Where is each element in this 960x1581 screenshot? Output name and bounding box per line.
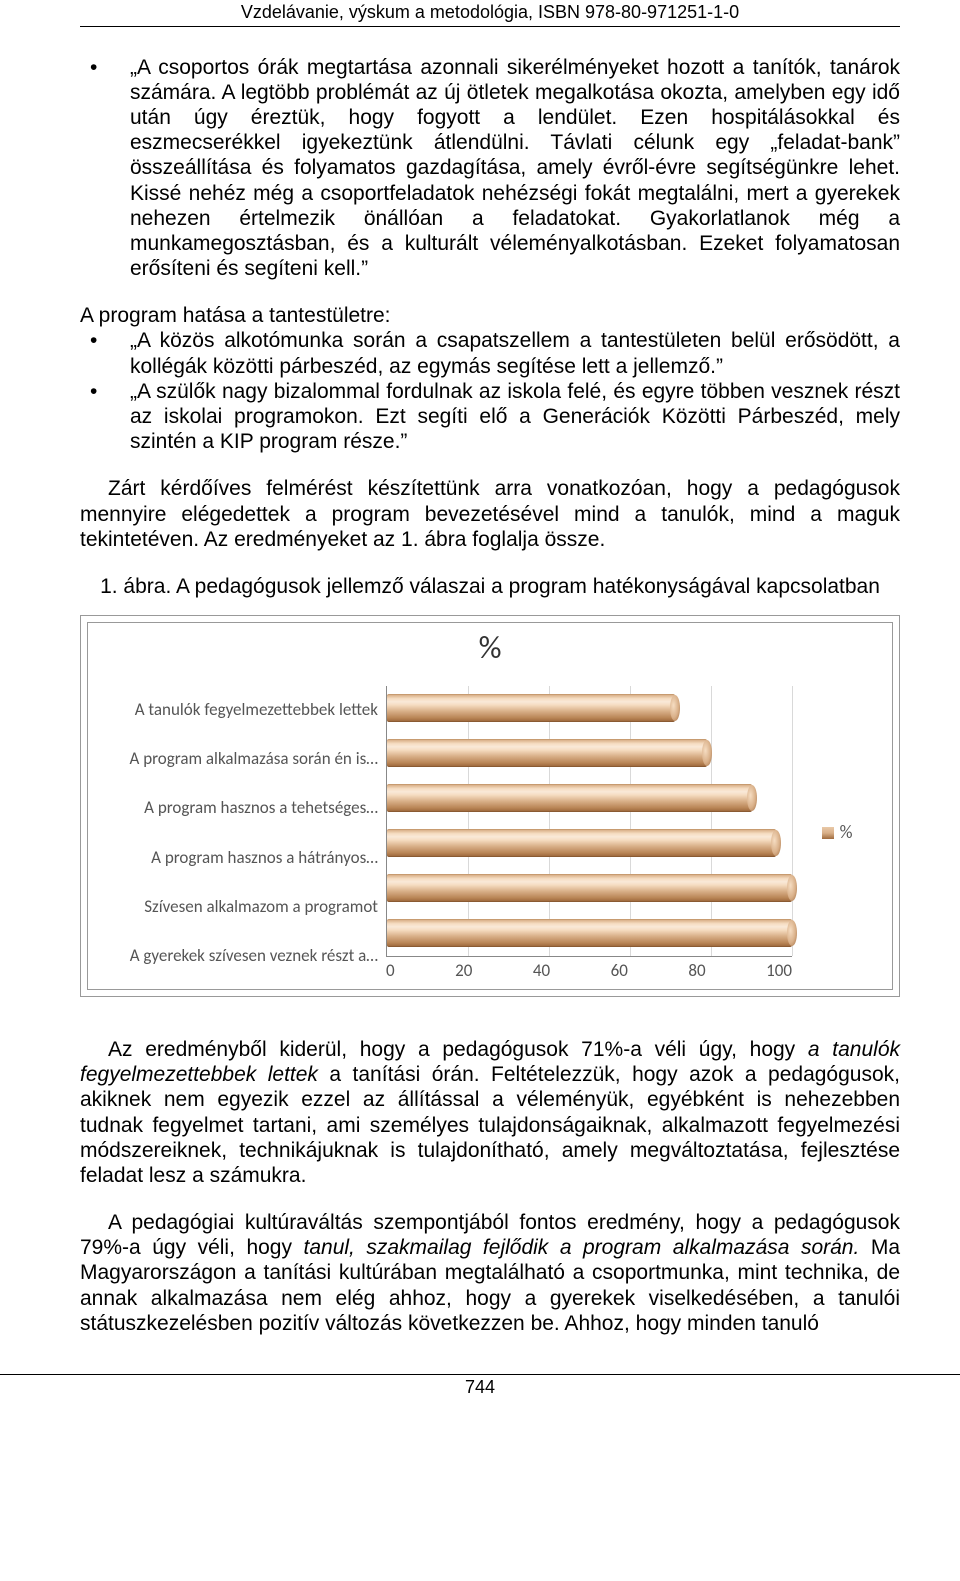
x-axis-ticks: 0 20 40 60 80 100 [386,961,792,981]
bar-cap [787,920,797,946]
bars-region: 0 20 40 60 80 100 [386,686,792,981]
gridline [468,686,469,956]
legend-swatch [822,827,834,839]
list-item: • „A közös alkotómunka során a csapatsze… [80,328,900,378]
bullet-marker: • [80,379,130,455]
bullet-text: „A csoportos órák megtartása azonnali si… [130,55,900,282]
chart-inner: % A tanulók fegyelmezettebbek lettek A pr… [87,622,893,990]
bar [387,874,792,902]
list-item: • „A csoportos órák megtartása azonnali … [80,55,900,282]
bar [387,739,707,767]
bar-cap [670,695,680,721]
figure-caption: 1. ábra. A pedagógusok jellemző válaszai… [80,574,900,599]
page-footer: 744 [0,1374,960,1399]
section-intro: A program hatása a tantestületre: [80,303,900,328]
x-tick-label: 20 [455,961,472,981]
bullet-marker: • [80,328,130,378]
chart-container: % A tanulók fegyelmezettebbek lettek A pr… [80,615,900,997]
bar [387,919,792,947]
text-run: Az eredményből kiderül, hogy a pedagógus… [108,1038,808,1061]
y-tick-label: Szívesen alkalmazom a programot [98,897,378,917]
paragraph: A pedagógiai kultúraváltás szempontjából… [80,1210,900,1336]
legend-label: % [840,822,853,844]
bullet-marker: • [80,55,130,282]
x-tick-label: 0 [386,961,395,981]
bar-cap [787,875,797,901]
chart-legend: % [792,686,882,981]
page-header: Vzdelávanie, výskum a metodológia, ISBN … [80,0,900,27]
chart-body: A tanulók fegyelmezettebbek lettek A prog… [92,686,888,985]
bullet-text: „A szülők nagy bizalommal fordulnak az i… [130,379,900,455]
gridline [630,686,631,956]
bullet-text: „A közös alkotómunka során a csapatszell… [130,328,900,378]
bullet-list-2: • „A közös alkotómunka során a csapatsze… [80,328,900,454]
x-tick-label: 80 [688,961,705,981]
gridline [549,686,550,956]
y-axis-labels: A tanulók fegyelmezettebbek lettek A prog… [98,686,386,981]
y-tick-label: A program hasznos a tehetséges… [98,798,378,818]
chart-title: % [92,629,888,667]
y-tick-label: A program alkalmazása során én is… [98,749,378,769]
x-tick-label: 40 [533,961,550,981]
bar [387,784,752,812]
text-run-italic: tanul, szakmailag fejlődik a program alk… [304,1236,860,1259]
plot-area: A tanulók fegyelmezettebbek lettek A prog… [98,686,792,981]
y-tick-label: A program hasznos a hátrányos… [98,848,378,868]
bar [387,694,675,722]
gridline [711,686,712,956]
bar [387,829,776,857]
list-item: • „A szülők nagy bizalommal fordulnak az… [80,379,900,455]
bars-plot [386,686,792,957]
paragraph: Zárt kérdőíves felmérést készítettünk ar… [80,476,900,552]
y-tick-label: A tanulók fegyelmezettebbek lettek [98,700,378,720]
paragraph: Az eredményből kiderül, hogy a pedagógus… [80,1037,900,1188]
bar-cap [702,740,712,766]
gridline [792,686,793,956]
x-tick-label: 100 [766,961,792,981]
x-tick-label: 60 [611,961,628,981]
y-tick-label: A gyerekek szívesen veznek részt a… [98,946,378,966]
bar-cap [747,785,757,811]
bar-cap [771,830,781,856]
bullet-list-1: • „A csoportos órák megtartása azonnali … [80,55,900,282]
